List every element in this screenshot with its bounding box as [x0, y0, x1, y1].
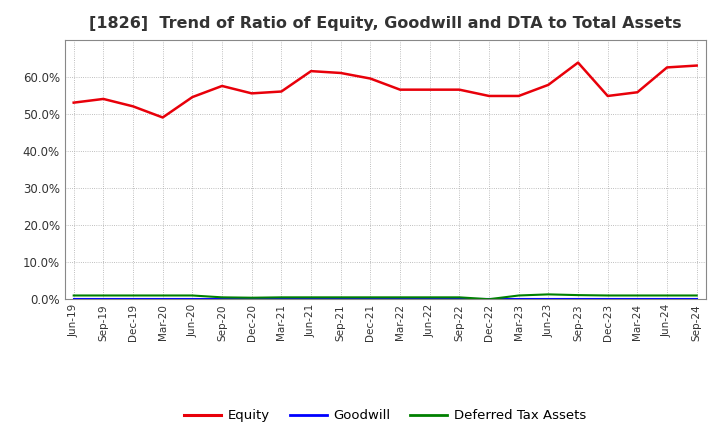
Deferred Tax Assets — [633, 293, 642, 298]
Equity — [603, 93, 612, 99]
Deferred Tax Assets — [485, 297, 493, 302]
Equity — [455, 87, 464, 92]
Legend: Equity, Goodwill, Deferred Tax Assets: Equity, Goodwill, Deferred Tax Assets — [179, 404, 591, 428]
Deferred Tax Assets — [455, 295, 464, 300]
Equity — [336, 70, 345, 76]
Goodwill — [485, 297, 493, 302]
Goodwill — [662, 297, 671, 302]
Goodwill — [603, 297, 612, 302]
Equity — [662, 65, 671, 70]
Goodwill — [277, 297, 286, 302]
Title: [1826]  Trend of Ratio of Equity, Goodwill and DTA to Total Assets: [1826] Trend of Ratio of Equity, Goodwil… — [89, 16, 682, 32]
Line: Deferred Tax Assets: Deferred Tax Assets — [73, 294, 697, 299]
Goodwill — [336, 297, 345, 302]
Deferred Tax Assets — [307, 295, 315, 300]
Equity — [574, 60, 582, 65]
Goodwill — [574, 297, 582, 302]
Goodwill — [188, 297, 197, 302]
Deferred Tax Assets — [662, 293, 671, 298]
Goodwill — [99, 297, 108, 302]
Equity — [248, 91, 256, 96]
Goodwill — [217, 297, 226, 302]
Deferred Tax Assets — [544, 292, 553, 297]
Deferred Tax Assets — [574, 293, 582, 298]
Equity — [544, 82, 553, 88]
Equity — [514, 93, 523, 99]
Goodwill — [455, 297, 464, 302]
Goodwill — [248, 297, 256, 302]
Equity — [277, 89, 286, 94]
Equity — [307, 69, 315, 74]
Equity — [69, 100, 78, 105]
Equity — [129, 104, 138, 109]
Equity — [485, 93, 493, 99]
Equity — [217, 83, 226, 88]
Equity — [426, 87, 434, 92]
Goodwill — [69, 297, 78, 302]
Deferred Tax Assets — [129, 293, 138, 298]
Equity — [693, 63, 701, 68]
Equity — [396, 87, 405, 92]
Deferred Tax Assets — [217, 295, 226, 300]
Equity — [366, 76, 374, 81]
Deferred Tax Assets — [514, 293, 523, 298]
Deferred Tax Assets — [277, 295, 286, 300]
Goodwill — [544, 297, 553, 302]
Equity — [188, 95, 197, 100]
Goodwill — [396, 297, 405, 302]
Deferred Tax Assets — [603, 293, 612, 298]
Goodwill — [158, 297, 167, 302]
Goodwill — [693, 297, 701, 302]
Deferred Tax Assets — [188, 293, 197, 298]
Deferred Tax Assets — [366, 295, 374, 300]
Deferred Tax Assets — [426, 295, 434, 300]
Deferred Tax Assets — [396, 295, 405, 300]
Deferred Tax Assets — [336, 295, 345, 300]
Equity — [158, 115, 167, 120]
Goodwill — [633, 297, 642, 302]
Deferred Tax Assets — [158, 293, 167, 298]
Deferred Tax Assets — [69, 293, 78, 298]
Equity — [99, 96, 108, 102]
Goodwill — [366, 297, 374, 302]
Goodwill — [426, 297, 434, 302]
Deferred Tax Assets — [99, 293, 108, 298]
Deferred Tax Assets — [248, 295, 256, 301]
Goodwill — [129, 297, 138, 302]
Deferred Tax Assets — [693, 293, 701, 298]
Goodwill — [514, 297, 523, 302]
Goodwill — [307, 297, 315, 302]
Line: Equity: Equity — [73, 62, 697, 117]
Equity — [633, 90, 642, 95]
